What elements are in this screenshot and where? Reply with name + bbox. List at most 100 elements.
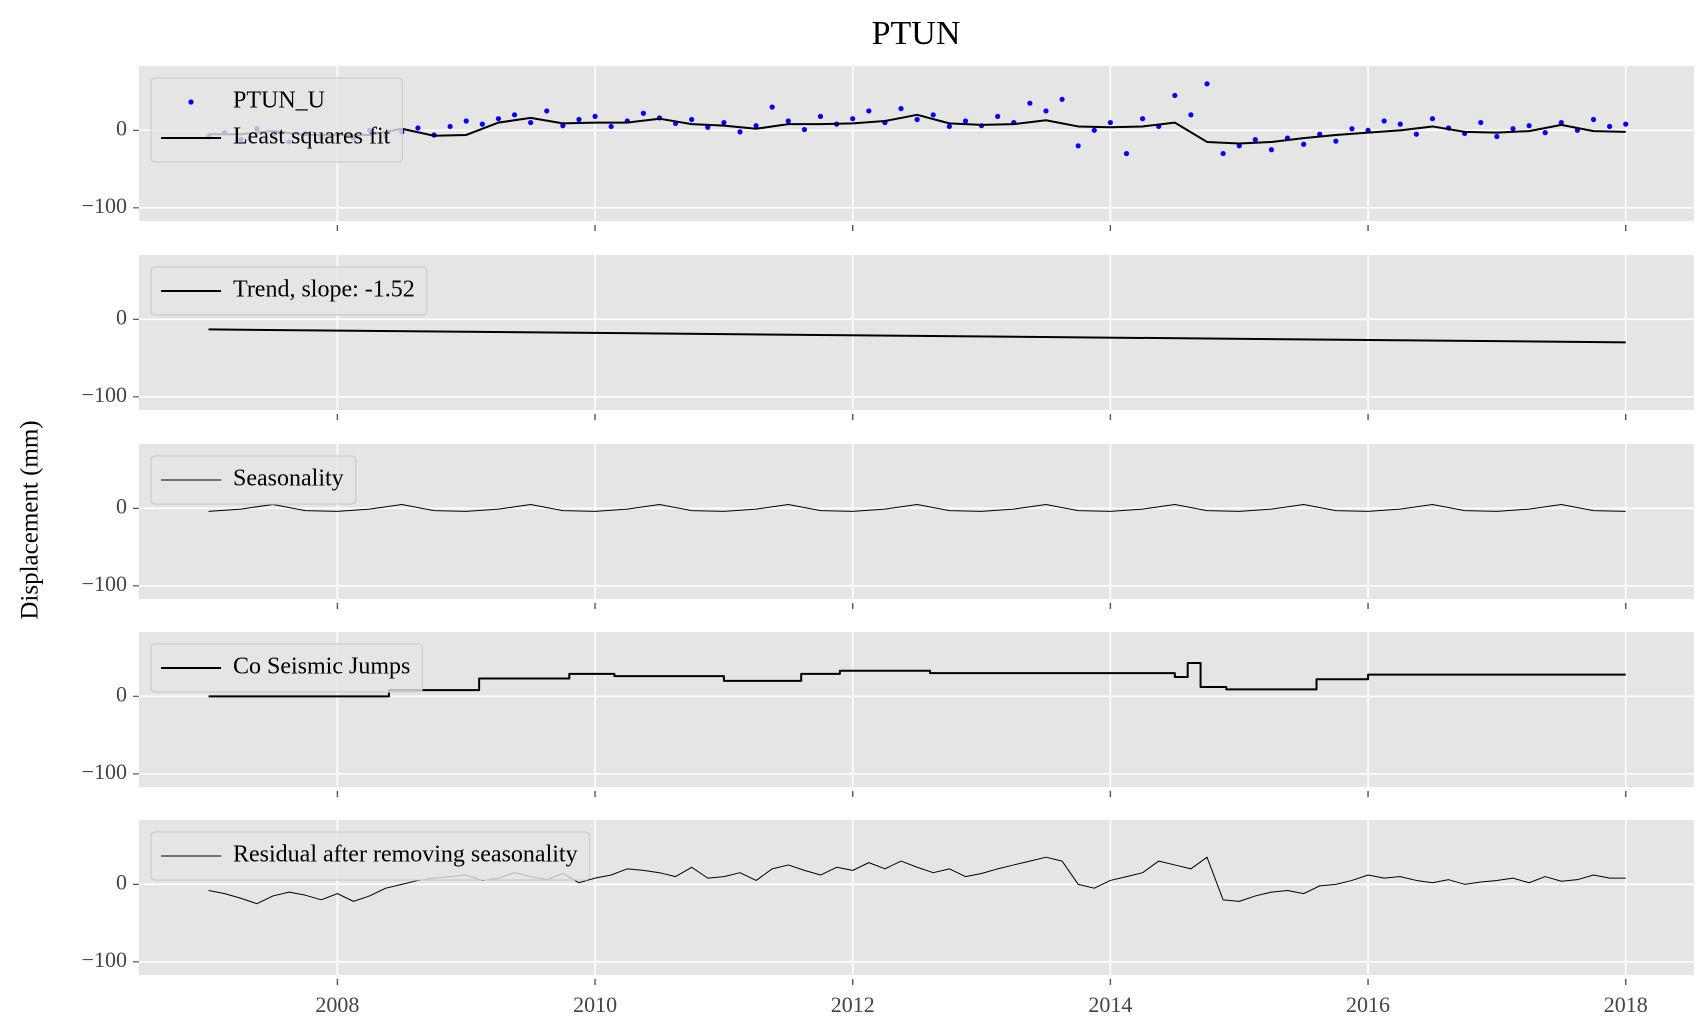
line-series: [208, 662, 1626, 698]
scatter-point: [721, 119, 727, 126]
x-tick-label: 2008: [315, 992, 359, 1017]
scatter-point: [576, 116, 582, 123]
scatter-point: [544, 108, 550, 114]
scatter-point: [479, 121, 485, 127]
scatter-point: [1268, 147, 1275, 153]
scatter-point: [1381, 118, 1387, 124]
scatter-point: [447, 123, 453, 130]
scatter-point: [769, 104, 775, 110]
scatter-point: [463, 118, 469, 124]
scatter-point: [592, 113, 598, 119]
scatter-point: [930, 112, 936, 118]
x-tick-label: 2010: [573, 992, 617, 1017]
legend-label: Co Seismic Jumps: [233, 654, 410, 680]
scatter-point: [1123, 150, 1130, 157]
legend-label: Least squares fit: [233, 124, 391, 150]
y-tick-label: −100: [82, 382, 127, 407]
scatter-point: [1139, 116, 1146, 122]
scatter-point: [898, 106, 904, 112]
scatter-point: [1027, 100, 1033, 106]
scatter-point: [1075, 143, 1081, 149]
scatter-point: [962, 118, 969, 124]
scatter-point: [1236, 143, 1242, 149]
plot-area: [208, 503, 1626, 512]
plot-area: [208, 662, 1626, 698]
scatter-point: [1478, 119, 1484, 126]
chart-title: PTUN: [872, 15, 961, 52]
scatter-point: [785, 118, 791, 124]
plot-background: [139, 444, 1694, 599]
scatter-point: [1188, 112, 1194, 118]
legend-box: [150, 77, 403, 163]
scatter-point: [528, 119, 534, 126]
scatter-point: [495, 116, 502, 122]
scatter-point: [1397, 121, 1403, 127]
scatter-point: [1607, 123, 1613, 130]
x-tick-label: 2018: [1604, 992, 1648, 1017]
legend-label: PTUN_U: [233, 88, 325, 114]
y-tick-label: 0: [116, 304, 127, 329]
y-tick-label: 0: [116, 681, 127, 706]
scatter-point: [817, 113, 824, 119]
scatter-point: [560, 123, 566, 129]
y-tick-label: 0: [116, 115, 127, 140]
line-series: [208, 328, 1626, 344]
scatter-point: [689, 116, 695, 123]
legend-swatch: [188, 99, 194, 105]
y-tick-label: 0: [116, 493, 127, 518]
x-tick-label: 2012: [831, 992, 875, 1017]
line-series: [208, 503, 1626, 512]
legend-box: [150, 455, 357, 505]
scatter-point: [1542, 130, 1548, 136]
scatter-point: [1590, 116, 1597, 123]
scatter-point: [1172, 92, 1178, 99]
scatter-point: [1413, 131, 1419, 137]
legend-label: Trend, slope: -1.52: [233, 277, 415, 303]
scatter-point: [1429, 116, 1436, 122]
scatter-point: [1204, 81, 1210, 87]
legend-box: [150, 831, 591, 881]
scatter-point: [1623, 121, 1629, 127]
scatter-point: [1059, 96, 1065, 102]
scatter-point: [640, 110, 646, 116]
y-tick-label: −100: [82, 759, 127, 784]
scatter-point: [1091, 127, 1097, 133]
scatter-point: [1301, 141, 1307, 147]
scatter-point: [850, 116, 856, 122]
y-axis-label: Displacement (mm): [17, 420, 44, 619]
y-tick-label: −100: [82, 571, 127, 596]
y-tick-label: −100: [82, 193, 127, 218]
legend-box: [150, 643, 423, 693]
scatter-point: [608, 123, 614, 130]
scatter-point: [1252, 137, 1258, 143]
scatter-point: [866, 108, 872, 114]
scatter-point: [1510, 126, 1516, 132]
scatter-point: [737, 129, 743, 135]
legend-box: [150, 266, 428, 316]
scatter-point: [914, 116, 920, 123]
x-tick-label: 2016: [1346, 992, 1390, 1017]
legend-label: Seasonality: [233, 466, 344, 492]
line-series: [208, 113, 1626, 145]
scatter-point: [1043, 108, 1049, 114]
x-tick-label: 2014: [1088, 992, 1132, 1017]
y-tick-label: −100: [82, 947, 127, 972]
scatter-point: [1349, 126, 1355, 132]
scatter-point: [1107, 119, 1113, 126]
scatter-point: [1220, 150, 1226, 157]
scatter-point: [1526, 123, 1532, 129]
scatter-point: [753, 123, 759, 129]
scatter-point: [946, 123, 952, 130]
scatter-point: [511, 112, 518, 118]
scatter-point: [415, 125, 421, 131]
plot-area: [208, 328, 1626, 344]
scatter-point: [801, 126, 808, 133]
scatter-point: [995, 113, 1001, 119]
scatter-point: [1333, 138, 1339, 144]
y-tick-label: 0: [116, 869, 127, 894]
scatter-point: [1494, 133, 1500, 140]
legend-label: Residual after removing seasonality: [233, 842, 578, 868]
scatter-point: [1558, 119, 1564, 126]
